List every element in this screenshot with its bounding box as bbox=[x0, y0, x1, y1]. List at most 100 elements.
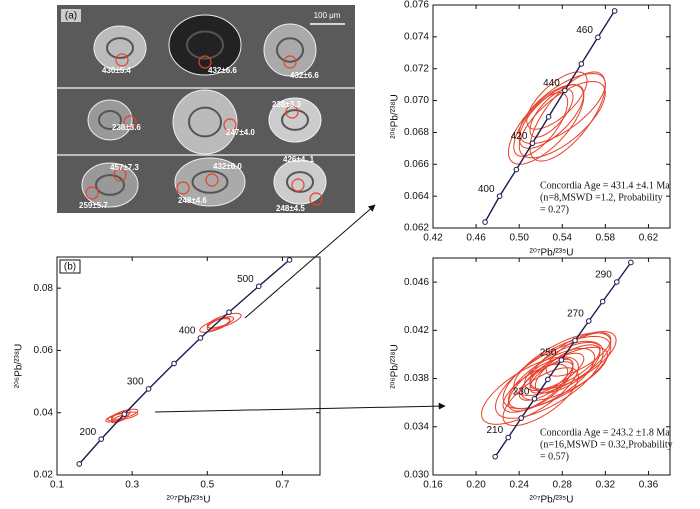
plot-area bbox=[480, 259, 634, 460]
x-tick-label: 0.16 bbox=[423, 480, 443, 491]
analysis-spot bbox=[291, 178, 305, 192]
error-ellipse bbox=[206, 317, 231, 331]
axes-frame bbox=[432, 4, 671, 229]
concordia-point bbox=[599, 298, 606, 305]
concordia-point bbox=[611, 8, 618, 14]
annotation: Concordia Age = 431.4 ±4.1 Ma bbox=[540, 180, 670, 191]
concordia-point bbox=[145, 386, 152, 392]
analysis-spot bbox=[113, 168, 127, 182]
error-ellipse bbox=[480, 356, 579, 425]
concordia-point bbox=[505, 434, 511, 441]
concordia-point bbox=[197, 335, 204, 341]
analysis-spot bbox=[309, 192, 323, 206]
concordia-point bbox=[529, 140, 536, 147]
y-tick-label: 0.04 bbox=[34, 407, 54, 418]
zircon-core bbox=[286, 171, 314, 193]
annotation: Concordia Age = 243.2 ±1.8 Ma bbox=[540, 427, 670, 438]
y-tick-label: 0.064 bbox=[404, 191, 429, 202]
y-tick-label: 0.034 bbox=[404, 421, 429, 432]
age-label: 440 bbox=[543, 78, 560, 89]
spot-age: 432±6.6 bbox=[208, 66, 237, 75]
concordia-point bbox=[121, 411, 128, 417]
age-label: 500 bbox=[237, 274, 254, 285]
concordia-point bbox=[545, 376, 551, 383]
panel-label: (a) bbox=[65, 11, 77, 22]
concordia-point bbox=[578, 61, 585, 67]
spot-age: 238±3.6 bbox=[112, 123, 141, 132]
analysis-spot bbox=[223, 118, 237, 132]
y-tick-label: 0.076 bbox=[404, 0, 429, 11]
y-axis-label: ²⁰⁶Pb/²³⁸U bbox=[390, 94, 401, 139]
y-tick-label: 0.074 bbox=[404, 31, 429, 42]
x-tick-label: 0.3 bbox=[125, 480, 139, 491]
y-axis-label: ²⁰⁶Pb/²³⁸U bbox=[14, 344, 25, 389]
age-label: 460 bbox=[576, 25, 593, 36]
error-ellipse bbox=[545, 332, 612, 377]
zircon-grain bbox=[172, 89, 238, 155]
zircon-grain bbox=[168, 14, 242, 76]
concordia-point bbox=[545, 114, 552, 120]
concordia-point bbox=[98, 436, 105, 442]
annotation: = 0.27) bbox=[540, 204, 569, 215]
concordia-point bbox=[255, 283, 262, 290]
zircon-core bbox=[106, 37, 134, 59]
zircon-core bbox=[281, 109, 309, 131]
error-ellipse bbox=[526, 71, 588, 130]
spot-age: 247±4.0 bbox=[226, 128, 255, 137]
analysis-spot bbox=[85, 186, 99, 200]
x-axis-label: ²⁰⁷Pb/²³⁵U bbox=[530, 495, 574, 506]
concordia-point bbox=[482, 219, 488, 225]
x-axis-label: ²⁰⁷Pb/²³⁵U bbox=[530, 248, 574, 259]
spot-age: 259±5.7 bbox=[79, 201, 108, 210]
x-axis-label: ²⁰⁷Pb/²³⁵U bbox=[167, 495, 211, 506]
error-ellipse bbox=[518, 72, 606, 145]
age-label: 250 bbox=[540, 348, 557, 359]
x-tick-label: 0.1 bbox=[50, 480, 64, 491]
zircon-grain bbox=[93, 25, 147, 71]
spot-age: 457±7.3 bbox=[110, 163, 139, 172]
age-label: 230 bbox=[513, 386, 530, 397]
concordia-point bbox=[558, 357, 565, 363]
error-ellipse bbox=[206, 312, 242, 329]
concordia-point bbox=[613, 279, 620, 285]
error-ellipse bbox=[518, 80, 606, 159]
concordia-point bbox=[496, 193, 503, 199]
zircon-core bbox=[186, 30, 224, 60]
error-ellipse bbox=[107, 411, 139, 422]
y-tick-label: 0.070 bbox=[404, 95, 429, 106]
zircon-core bbox=[188, 106, 222, 138]
spot-age: 430±5.4 bbox=[102, 66, 131, 75]
plot: 210 230 250 270 290 0.16 0.20 0.24 0.28 0.32 0.36 0… bbox=[390, 257, 673, 506]
y-tick-label: 0.046 bbox=[404, 277, 429, 288]
x-tick-label: 0.7 bbox=[275, 480, 289, 491]
concordia-point bbox=[628, 259, 634, 266]
zircon-core bbox=[95, 174, 125, 196]
x-tick-label: 0.36 bbox=[639, 480, 659, 491]
x-tick-label: 0.20 bbox=[466, 480, 486, 491]
annotation: = 0.57) bbox=[540, 451, 569, 462]
analysis-spot bbox=[198, 55, 212, 69]
concordia-point bbox=[171, 360, 177, 367]
x-tick-label: 0.5 bbox=[200, 480, 214, 491]
y-tick-label: 0.042 bbox=[404, 325, 429, 336]
spot-age: 426±4. 1 bbox=[283, 155, 315, 164]
x-tick-label: 0.58 bbox=[596, 233, 616, 244]
axes-frame bbox=[56, 256, 321, 476]
y-tick-label: 0.02 bbox=[34, 470, 54, 481]
zircon-grain bbox=[87, 99, 133, 141]
concordia-point bbox=[585, 318, 592, 324]
concordia-point bbox=[492, 453, 498, 460]
age-label: 290 bbox=[595, 270, 612, 281]
zircon-grain bbox=[268, 97, 322, 143]
age-label: 400 bbox=[179, 326, 196, 337]
y-tick-label: 0.08 bbox=[34, 283, 54, 294]
zircon-core bbox=[98, 110, 122, 130]
spot-age: 432±6.6 bbox=[290, 71, 319, 80]
zircon-grain bbox=[81, 162, 139, 208]
panel-label-box bbox=[59, 259, 81, 274]
age-label: 400 bbox=[478, 184, 495, 195]
age-label: 200 bbox=[80, 427, 97, 438]
zircon-grain bbox=[174, 157, 246, 207]
concordia-point bbox=[572, 337, 578, 344]
y-tick-label: 0.068 bbox=[404, 127, 429, 138]
